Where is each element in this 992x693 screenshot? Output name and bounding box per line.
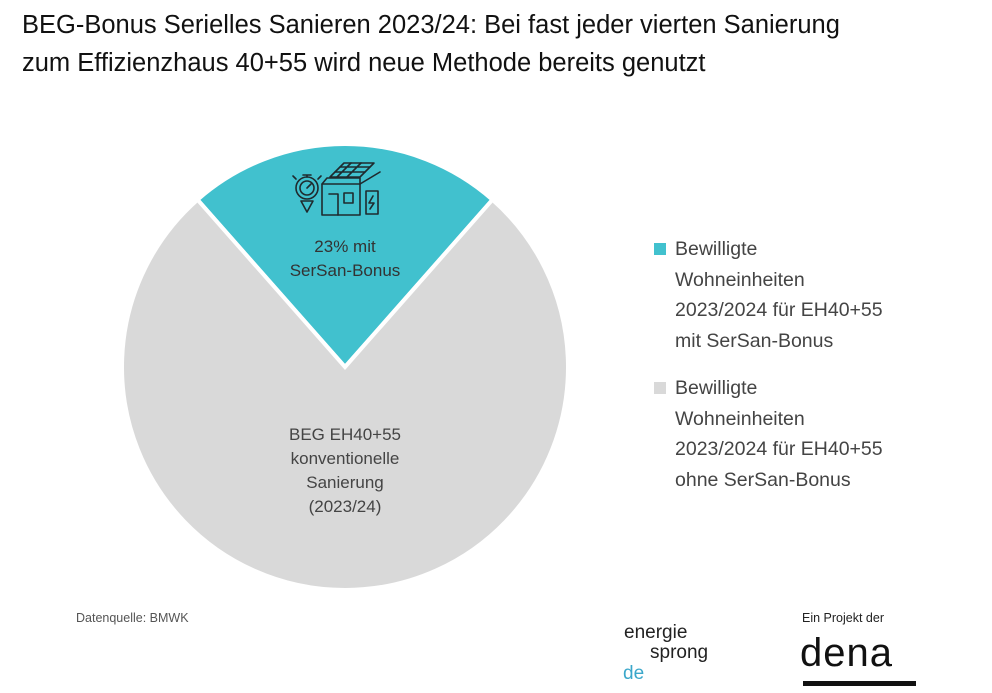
pie-slice-sersan xyxy=(194,142,496,371)
legend-item-conventional: Bewilligte Wohneinheiten 2023/2024 für E… xyxy=(654,373,954,495)
chart-title-line-2: zum Effizienzhaus 40+55 wird neue Method… xyxy=(22,49,706,77)
legend-label-conventional: Bewilligte Wohneinheiten 2023/2024 für E… xyxy=(675,377,883,491)
energiesprong-logo: energie sprong de xyxy=(622,622,762,686)
legend-swatch-sersan xyxy=(654,243,666,255)
legend: Bewilligte Wohneinheiten 2023/2024 für E… xyxy=(654,234,954,512)
energiesprong-logo-line-1: energie xyxy=(624,622,688,643)
chart-title: BEG-Bonus Serielles Sanieren 2023/24: Be… xyxy=(22,6,977,82)
slice-label-sersan-line-1: 23% mit xyxy=(314,237,376,256)
dena-logo: dena xyxy=(800,631,893,675)
energiesprong-logo-line-2: sprong xyxy=(650,642,709,663)
project-label: Ein Projekt der xyxy=(802,611,884,625)
slice-label-conventional-line-1: BEG EH40+55 xyxy=(289,425,401,444)
dena-logo-underline xyxy=(803,681,916,686)
legend-item-sersan: Bewilligte Wohneinheiten 2023/2024 für E… xyxy=(654,234,954,356)
chart-title-line-1: BEG-Bonus Serielles Sanieren 2023/24: Be… xyxy=(22,11,840,39)
slice-label-sersan-line-2: SerSan-Bonus xyxy=(290,261,401,280)
data-source-note: Datenquelle: BMWK xyxy=(76,611,189,625)
energiesprong-logo-line-3: de xyxy=(623,663,645,684)
legend-label-sersan: Bewilligte Wohneinheiten 2023/2024 für E… xyxy=(675,238,883,352)
pie-slice-conventional xyxy=(120,196,570,592)
slice-label-conventional-line-3: Sanierung xyxy=(306,473,384,492)
serial-renovation-icon xyxy=(292,162,381,216)
legend-swatch-conventional xyxy=(654,382,666,394)
slice-label-conventional-line-2: konventionelle xyxy=(291,449,400,468)
slice-label-conventional-line-4: (2023/24) xyxy=(309,497,382,516)
